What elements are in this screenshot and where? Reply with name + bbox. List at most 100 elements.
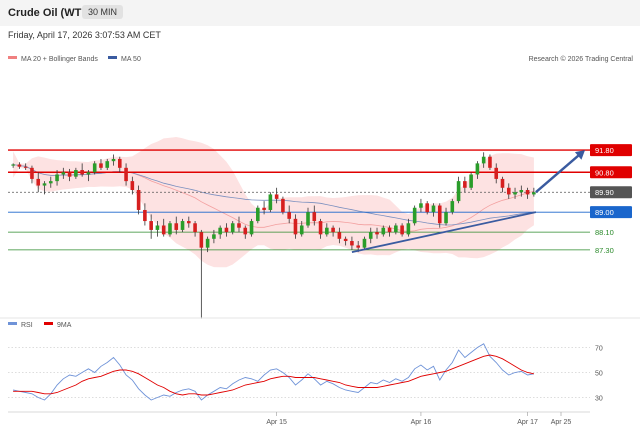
candle-body <box>312 212 317 222</box>
level-tag-last <box>590 186 632 199</box>
legend-label-ma20: MA 20 + Bollinger Bands <box>21 56 98 63</box>
level-label-support: 87.30 <box>595 246 614 255</box>
x-tick-label: Apr 16 <box>411 419 432 426</box>
candle-body <box>394 225 398 233</box>
candle-body <box>387 227 392 233</box>
candle-body <box>337 232 342 239</box>
candle-body <box>519 190 524 193</box>
candle-body <box>506 187 511 195</box>
level-tag-resistance <box>590 166 632 179</box>
header-bar: Crude Oil (WTI) 30 MIN <box>0 0 640 26</box>
candle-body <box>475 163 480 175</box>
candle-body <box>419 203 423 208</box>
candle-body <box>130 181 135 190</box>
candle-body <box>187 221 191 224</box>
candle-body <box>525 190 530 195</box>
candle-body <box>532 192 536 195</box>
candle-body <box>262 207 266 210</box>
instrument-title: Crude Oil (WTI) <box>8 7 89 19</box>
rsi-tick-label: 70 <box>595 346 603 353</box>
candle-body <box>513 192 517 195</box>
candle-body <box>481 156 486 164</box>
candle-body <box>218 227 222 235</box>
legend-label-9ma: 9MA <box>57 322 72 329</box>
candle-body <box>86 172 91 175</box>
x-tick-label: Apr 25 <box>551 419 572 426</box>
candle-body <box>494 167 499 179</box>
candle-body <box>205 238 210 248</box>
candle-body <box>36 178 41 186</box>
candle-body <box>23 166 28 168</box>
timeframe-badge[interactable]: 30 MIN <box>82 5 124 19</box>
candle-body <box>55 174 59 182</box>
candle-body <box>124 167 128 182</box>
level-label-resistance: 90.80 <box>595 168 614 177</box>
candle-body <box>412 207 417 224</box>
legend-swatch-ma50 <box>108 56 117 59</box>
projection-arrow-line <box>535 154 580 194</box>
candle-body <box>249 221 254 235</box>
candle-body <box>343 238 348 242</box>
legend-label-rsi: RSI <box>21 322 33 329</box>
level-label-pivot: 89.00 <box>595 208 614 217</box>
candle-body <box>437 205 442 224</box>
candle-body <box>274 194 279 199</box>
candle-body <box>293 218 298 235</box>
watermark: Research © 2026 Trading Central <box>529 55 634 63</box>
candle-body <box>180 221 185 230</box>
candle-body <box>67 172 72 177</box>
candle-body <box>48 181 53 184</box>
candle-body <box>92 163 97 173</box>
candle-body <box>306 212 310 226</box>
projection-arrow-head <box>574 150 585 160</box>
candle-body <box>230 223 235 233</box>
candle-body <box>281 198 285 213</box>
candle-body <box>444 212 448 224</box>
candle-body <box>350 241 354 246</box>
candle-body <box>318 221 323 235</box>
candle-body <box>456 181 461 202</box>
candle-body <box>268 194 273 210</box>
candle-body <box>168 223 172 235</box>
candle-body <box>356 245 360 248</box>
candle-body <box>193 223 197 233</box>
candle-body <box>256 207 260 222</box>
candle-body <box>287 212 291 219</box>
candle-body <box>61 172 66 175</box>
candle-body <box>406 223 411 235</box>
x-tick-label: Apr 15 <box>266 419 287 426</box>
datetime-label: Friday, April 17, 2026 3:07:53 AM CET <box>8 30 161 40</box>
candle-body <box>463 181 467 188</box>
candle-body <box>149 221 153 230</box>
ma50-line <box>13 164 534 226</box>
rsi-series-0 <box>13 343 534 401</box>
level-label-support: 88.10 <box>595 228 614 237</box>
candle-body <box>331 227 335 233</box>
legend-swatch-ma20 <box>8 56 17 59</box>
candle-body <box>469 174 473 188</box>
candle-body <box>224 227 229 233</box>
candle-body <box>199 232 204 248</box>
candle-body <box>42 183 47 186</box>
candle-body <box>500 178 505 188</box>
candle-body <box>99 163 103 168</box>
x-tick-label: Apr 17 <box>517 419 538 426</box>
candle-body <box>368 232 373 239</box>
candle-body <box>425 203 430 213</box>
candle-body <box>174 223 179 230</box>
candle-body <box>117 158 122 168</box>
rsi-tick-label: 50 <box>595 371 603 378</box>
candle-body <box>375 232 379 235</box>
rsi-tick-label: 30 <box>595 396 603 403</box>
rsi-series-1 <box>13 354 534 396</box>
candle-body <box>450 201 455 213</box>
candle-body <box>299 225 304 235</box>
candle-body <box>243 227 248 235</box>
candle-body <box>381 227 386 235</box>
candle-body <box>30 167 34 179</box>
bollinger-band <box>13 137 534 268</box>
candle-body <box>431 205 436 213</box>
candle-body <box>400 225 404 235</box>
candle-body <box>74 170 78 177</box>
